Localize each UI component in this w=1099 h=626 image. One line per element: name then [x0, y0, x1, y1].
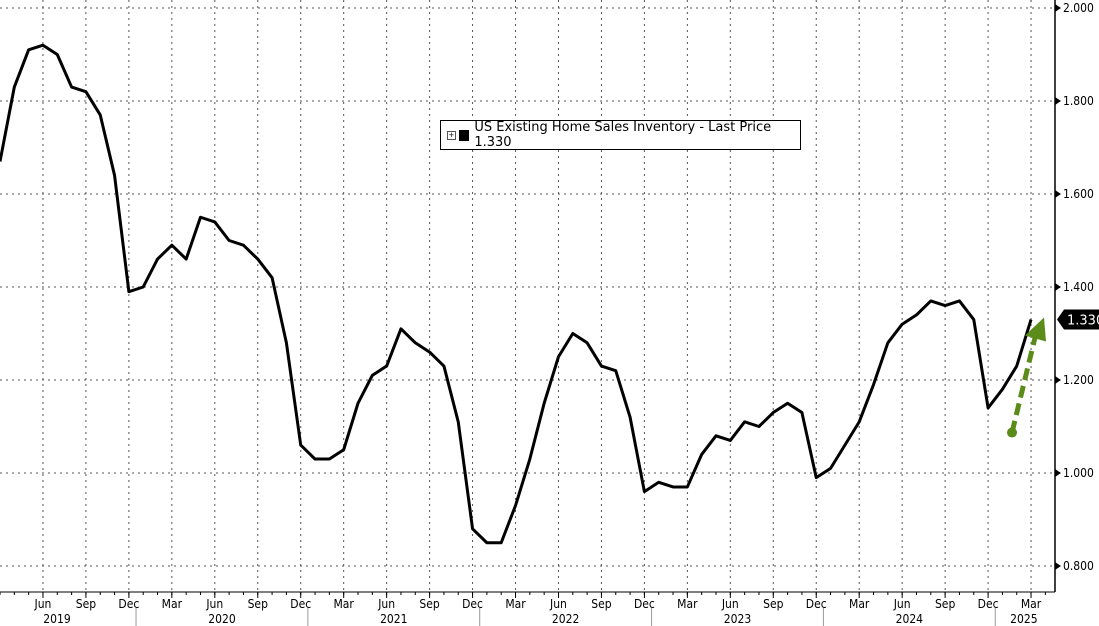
x-tick-label: Dec — [978, 597, 999, 611]
x-tick-label: Mar — [162, 597, 183, 611]
x-year-label: 2022 — [552, 612, 579, 626]
x-tick-label: Dec — [118, 597, 139, 611]
x-tick-label: Mar — [849, 597, 870, 611]
x-tick-label: Sep — [935, 597, 956, 611]
y-tick-label: 1.600 — [1063, 187, 1094, 201]
x-tick-label: Sep — [591, 597, 612, 611]
y-tick-label: 1.800 — [1063, 94, 1094, 108]
y-tick-label: 1.200 — [1063, 373, 1094, 387]
y-tick-mark — [1055, 376, 1061, 384]
x-year-label: 2024 — [896, 612, 924, 626]
x-year-label: 2020 — [208, 612, 236, 626]
y-tick-mark — [1055, 97, 1061, 105]
y-tick-mark — [1055, 562, 1061, 570]
x-year-label: 2021 — [380, 612, 407, 626]
x-tick-label: Sep — [76, 597, 97, 611]
x-tick-label: Jun — [549, 597, 567, 611]
legend-expand-icon[interactable]: + — [447, 130, 456, 140]
x-year-label: 2023 — [724, 612, 751, 626]
x-tick-label: Jun — [205, 597, 223, 611]
x-tick-label: Mar — [677, 597, 698, 611]
x-tick-label: Sep — [763, 597, 784, 611]
x-tick-label: Mar — [1021, 597, 1042, 611]
x-tick-label: Dec — [290, 597, 311, 611]
y-tick-label: 2.000 — [1063, 1, 1094, 15]
x-tick-label: Mar — [505, 597, 526, 611]
y-tick-mark — [1055, 469, 1061, 477]
last-value-label: 1.330 — [1067, 314, 1099, 329]
x-tick-label: Sep — [248, 597, 269, 611]
x-tick-label: Dec — [806, 597, 827, 611]
series-line — [0, 43, 1033, 545]
x-year-label: 2025 — [1010, 612, 1037, 626]
x-tick-label: Mar — [333, 597, 354, 611]
y-tick-label: 0.800 — [1063, 559, 1094, 573]
y-tick-mark — [1055, 283, 1061, 291]
y-tick-label: 1.400 — [1063, 280, 1094, 294]
y-tick-label: 1.000 — [1063, 466, 1094, 480]
y-tick-mark — [1055, 190, 1061, 198]
dashed-arrow — [1009, 332, 1039, 434]
y-tick-mark — [1055, 4, 1061, 12]
arrow-head-icon — [1025, 317, 1046, 342]
x-tick-label: Jun — [377, 597, 395, 611]
x-tick-label: Jun — [721, 597, 739, 611]
last-value-badge — [1057, 309, 1099, 330]
x-tick-label: Jun — [893, 597, 911, 611]
legend: + US Existing Home Sales Inventory - Las… — [440, 120, 801, 150]
x-tick-label: Dec — [634, 597, 655, 611]
legend-swatch — [458, 129, 470, 141]
x-year-label: 2019 — [43, 612, 71, 626]
x-tick-label: Dec — [462, 597, 483, 611]
legend-label: US Existing Home Sales Inventory - Last … — [474, 120, 772, 150]
x-tick-label: Jun — [34, 597, 52, 611]
x-tick-label: Sep — [419, 597, 440, 611]
